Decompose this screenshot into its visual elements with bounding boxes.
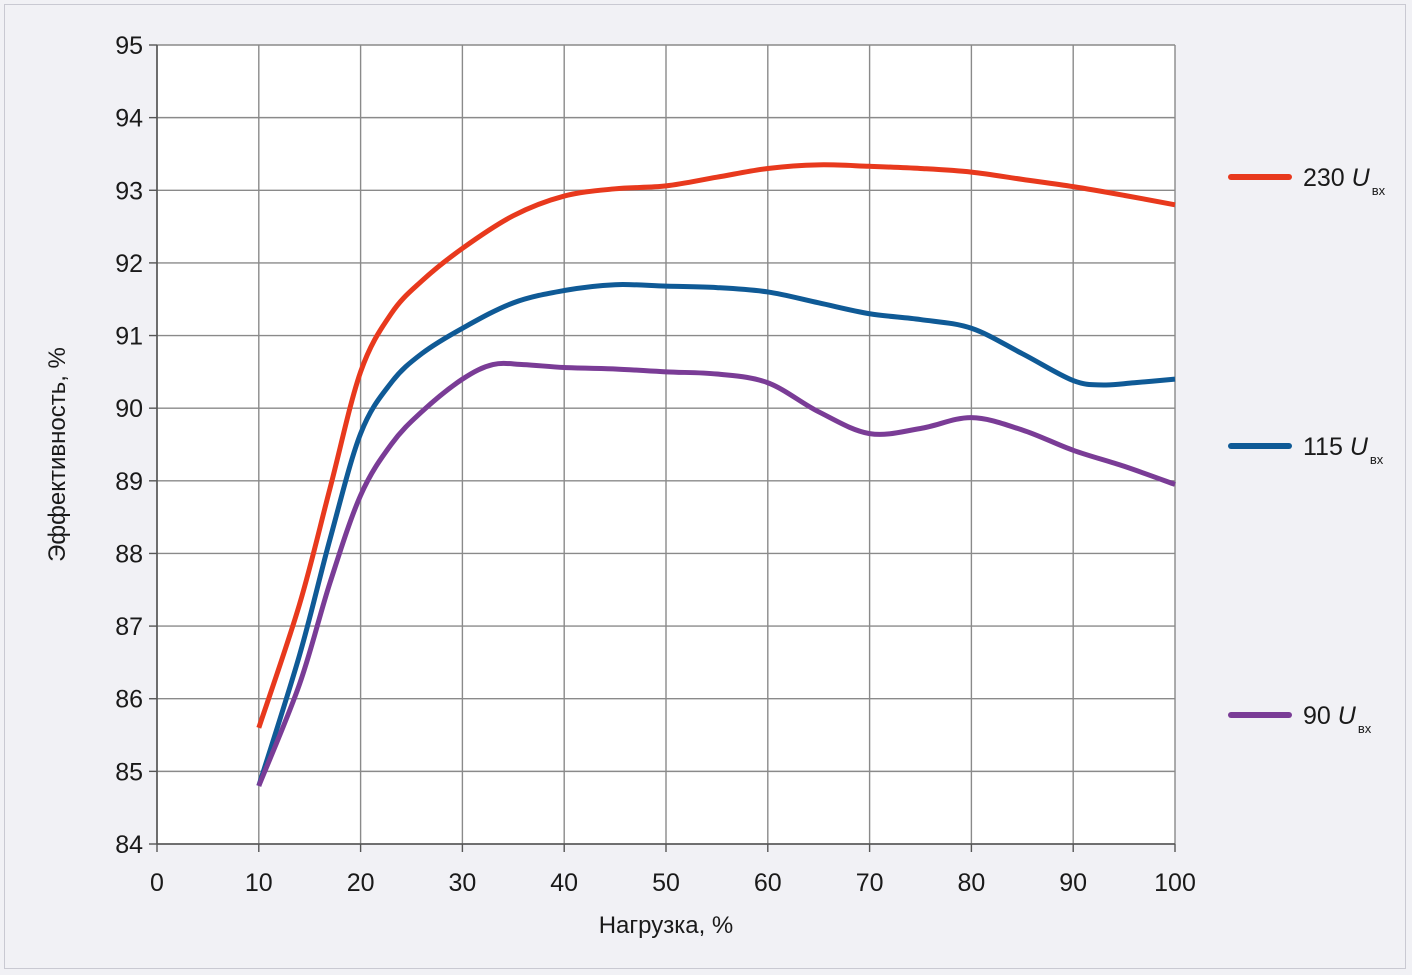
y-tick-label: 89 bbox=[115, 468, 143, 496]
x-tick-label: 60 bbox=[754, 869, 782, 897]
y-tick-label: 92 bbox=[115, 250, 143, 278]
series-lines bbox=[256, 162, 1176, 787]
y-tick-label: 90 bbox=[115, 395, 143, 423]
y-tick-label: 84 bbox=[115, 831, 143, 859]
x-tick-label: 30 bbox=[448, 869, 476, 897]
chart-frame: 0 10 20 30 40 50 60 70 80 90 100 84 85 86 87 88 89 90 91 92… bbox=[4, 4, 1406, 969]
x-tick-label: 70 bbox=[856, 869, 884, 897]
y-axis-title: Эффективность, % bbox=[44, 347, 71, 562]
y-tick-label: 87 bbox=[115, 613, 143, 641]
y-tick-label: 85 bbox=[115, 758, 143, 786]
x-tick-label: 100 bbox=[1154, 869, 1196, 897]
series-line-115 bbox=[256, 282, 1176, 787]
y-tick-label: 91 bbox=[115, 323, 143, 351]
y-tick-label: 94 bbox=[115, 105, 143, 133]
x-tick-label: 10 bbox=[245, 869, 273, 897]
series-line-230 bbox=[256, 162, 1176, 729]
grid bbox=[156, 44, 1176, 845]
y-tick-label: 93 bbox=[115, 177, 143, 205]
x-tick-label: 50 bbox=[652, 869, 680, 897]
line-chart: 0 10 20 30 40 50 60 70 80 90 100 84 85 86 87 88 89 90 91 92… bbox=[44, 32, 1386, 939]
y-tick-label: 95 bbox=[115, 32, 143, 60]
x-axis-title: Нагрузка, % bbox=[599, 912, 734, 939]
x-tick-label: 40 bbox=[550, 869, 578, 897]
axes: 0 10 20 30 40 50 60 70 80 90 100 84 85 86 87 88 89 90 91 92… bbox=[115, 32, 1196, 897]
series-line-90 bbox=[256, 360, 1176, 787]
y-tick-label: 86 bbox=[115, 686, 143, 714]
x-tick-label: 20 bbox=[347, 869, 375, 897]
x-tick-label: 0 bbox=[150, 869, 164, 897]
x-tick-label: 90 bbox=[1059, 869, 1087, 897]
y-tick-label: 88 bbox=[115, 540, 143, 568]
x-tick-label: 80 bbox=[957, 869, 985, 897]
